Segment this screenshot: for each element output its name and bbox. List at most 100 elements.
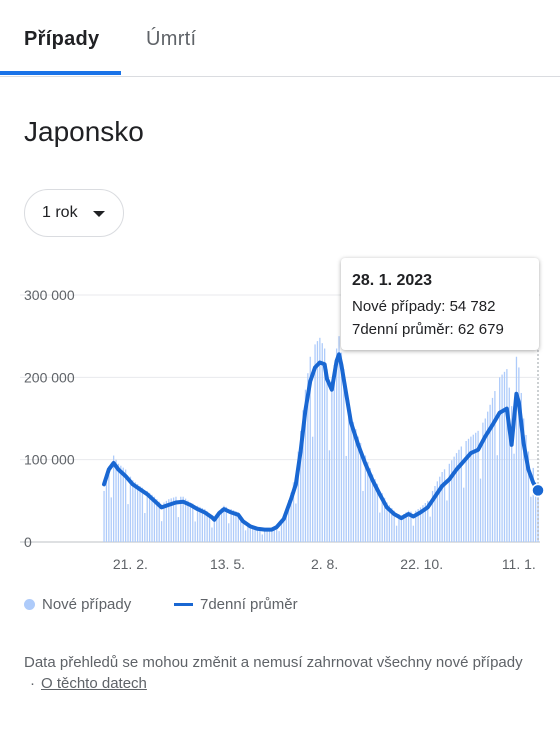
chart-bar [158, 501, 160, 542]
chart-bar [235, 511, 237, 542]
chart-bar [465, 441, 467, 542]
chart-bar [525, 434, 527, 542]
average-line [102, 352, 540, 532]
tab-bar: Případy Úmrtí [0, 0, 560, 77]
caret-down-icon [93, 211, 105, 217]
chart-bar [285, 507, 287, 542]
chart-bar [189, 502, 192, 542]
chart-bar [108, 466, 110, 542]
chart-bar [362, 490, 364, 542]
chart-bar [266, 528, 268, 542]
chart-bar [264, 528, 266, 542]
chart-bar [429, 516, 431, 542]
tooltip-average-label: 7denní průměr: [352, 321, 454, 338]
tooltip-average-value: 62 679 [457, 321, 504, 338]
chart-bar [431, 490, 434, 542]
chart-bar [383, 497, 386, 542]
chart-bar [515, 356, 518, 542]
chart-bar [105, 478, 108, 542]
x-tick-label: 2. 8. [311, 556, 338, 572]
chart-bar [148, 492, 151, 542]
chart-bar [472, 434, 474, 542]
chart-bar [379, 512, 381, 542]
chart-bar [278, 531, 280, 542]
chart-bar [252, 525, 254, 542]
chart-bar [424, 503, 427, 542]
chart-bar [417, 509, 419, 542]
chart-bar [376, 483, 379, 542]
chart-bar [446, 500, 448, 542]
chart-bar [364, 455, 367, 542]
chart-bar [535, 482, 537, 542]
chart-bar [132, 480, 134, 542]
chart-bar [427, 500, 429, 542]
chart-bar [439, 476, 441, 542]
chart-bar [489, 404, 491, 542]
chart-bar [319, 337, 321, 542]
chart-bar [448, 463, 450, 542]
cases-chart[interactable]: 0 100 000 200 000 300 000 21. 2. 13. 5. 2. 8. 2… [0, 255, 560, 580]
chart-bar [249, 524, 251, 542]
chart-bar [129, 476, 132, 542]
chart-bar [240, 515, 242, 542]
chart-bar [168, 499, 170, 542]
period-label: 1 rok [42, 204, 78, 221]
legend-new-cases: Nové případy [42, 596, 132, 613]
tab-deaths[interactable]: Úmrtí [146, 28, 197, 50]
chart-bar [441, 472, 443, 542]
chart-bar [388, 505, 391, 542]
chart-bar [237, 512, 239, 542]
chart-bar [506, 369, 508, 542]
chart-bar [297, 451, 299, 542]
tooltip-new-cases: Nové případy: 54 782 [352, 298, 495, 315]
chart-bar [290, 492, 292, 542]
chart-bar [479, 478, 482, 542]
chart-bar [407, 510, 410, 542]
chart-bar [314, 344, 316, 542]
chart-bar [523, 418, 525, 542]
chart-bar [532, 467, 534, 542]
chart-bar [477, 430, 479, 542]
chart-bar [208, 513, 211, 542]
legend-average: 7denní průměr [200, 596, 298, 613]
chart-bar [520, 392, 522, 542]
chart-bar [151, 494, 153, 542]
chart-bar [340, 352, 343, 542]
chart-bar [192, 503, 194, 542]
chart-bar [369, 468, 371, 542]
chart-bar [455, 453, 458, 542]
chart-bar [405, 512, 407, 542]
chart-bar [338, 336, 340, 542]
chart-bar [160, 521, 163, 542]
chart-bar [268, 528, 271, 542]
chart-bar [453, 456, 455, 542]
chart-bar [180, 496, 182, 542]
chart-bar [355, 429, 357, 542]
tab-cases[interactable]: Případy [24, 28, 100, 50]
chart-bar [460, 446, 462, 542]
tooltip-average: 7denní průměr: 62 679 [352, 321, 504, 338]
tooltip-date: 28. 1. 2023 [352, 272, 433, 289]
chart-bar [496, 455, 498, 542]
data-disclaimer: Data přehledů se mohou změnit a nemusí z… [24, 652, 544, 694]
chart-bar [117, 463, 120, 542]
chart-bar [518, 367, 520, 542]
chart-bar [419, 507, 422, 542]
chart-bar [345, 455, 347, 542]
chart-bar [328, 450, 331, 542]
chart-bar [400, 515, 403, 542]
chart-bar [391, 507, 393, 542]
about-data-link[interactable]: O těchto datech [41, 675, 147, 692]
chart-bar [175, 496, 177, 542]
chart-bar [211, 527, 213, 542]
y-tick-label: 0 [24, 534, 32, 550]
chart-bar [350, 414, 352, 542]
tooltip-new-cases-value: 54 782 [449, 298, 496, 315]
chart-bar [467, 438, 470, 542]
chart-bar [482, 422, 484, 542]
chart-bar [206, 511, 208, 542]
chart-bar [242, 518, 244, 542]
period-dropdown[interactable]: 1 rok [24, 189, 124, 237]
x-tick-label: 13. 5. [210, 556, 245, 572]
chart-bar [182, 496, 184, 542]
